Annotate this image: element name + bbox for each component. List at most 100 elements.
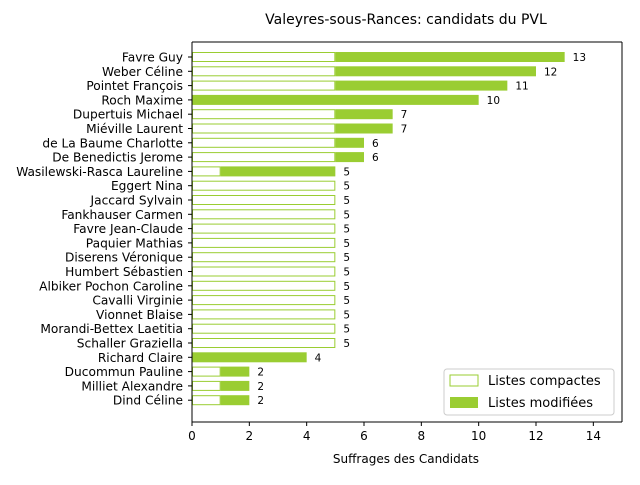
data-label-total: 2	[257, 367, 264, 379]
x-axis-ticks: 0 2 4 6 8 10 12 14	[188, 422, 601, 443]
bar-modified	[335, 66, 536, 77]
bar-compact	[192, 166, 221, 177]
bar-compact	[192, 380, 221, 391]
y-tick-label: Miéville Laurent	[86, 122, 183, 136]
data-label-total: 5	[343, 309, 350, 321]
y-tick-label: Cavalli Virginie	[92, 294, 183, 308]
data-label-total: 5	[343, 166, 350, 178]
y-tick-label: Dind Céline	[113, 394, 183, 408]
bar-compact	[192, 109, 336, 120]
legend-label-modified: Listes modifiées	[488, 396, 593, 411]
bar-modified	[335, 152, 364, 163]
data-label-total: 7	[401, 124, 408, 136]
data-label-total: 6	[372, 152, 379, 164]
bar-compact	[192, 52, 336, 62]
data-label-total: 5	[343, 267, 350, 279]
x-axis-label: Suffrages des Candidats	[333, 452, 479, 466]
axes	[191, 41, 623, 423]
data-label-total: 11	[515, 81, 528, 93]
data-label-total: 13	[573, 52, 586, 64]
y-tick-label: Fankhauser Carmen	[61, 208, 183, 222]
data-label-total: 12	[544, 66, 557, 78]
bar-compact	[192, 309, 336, 320]
bar-modified	[335, 109, 393, 120]
y-tick-label: Schaller Graziella	[77, 337, 183, 351]
legend-swatch-modified	[450, 397, 478, 408]
bar-compact	[192, 266, 336, 277]
bar-compact	[192, 366, 221, 377]
y-tick-label: Richard Claire	[98, 351, 183, 365]
bar-compact	[192, 338, 336, 348]
data-label-total: 6	[372, 138, 379, 150]
bar-compact	[192, 137, 336, 148]
data-labels: 13 12 11 10 7 7 6 6 5 5 5 5 5 5 5 5 5 5 5 5 5 4 2 2 2	[257, 52, 586, 407]
bar-compact	[192, 280, 336, 291]
y-tick-label: Jaccard Sylvain	[90, 194, 183, 208]
legend: Listes compactes Listes modifiées	[443, 368, 615, 416]
data-label-total: 5	[343, 224, 350, 236]
data-label-total: 4	[315, 352, 322, 364]
x-tick-label: 12	[528, 429, 543, 443]
y-tick-label: de La Baume Charlotte	[42, 136, 183, 150]
bar-compact	[192, 123, 336, 134]
bar-modified	[335, 137, 364, 148]
data-label-total: 10	[487, 95, 500, 107]
chart-title: Valeyres-sous-Rances: candidats du PVL	[265, 12, 547, 28]
x-tick-label: 10	[471, 429, 486, 443]
data-label-total: 5	[343, 252, 350, 264]
data-label-total: 5	[343, 338, 350, 350]
data-label-total: 5	[343, 295, 350, 307]
data-label-total: 5	[343, 281, 350, 293]
data-label-total: 2	[257, 381, 264, 393]
legend-frame	[443, 368, 615, 416]
bar-compact	[192, 252, 336, 263]
x-tick-label: 0	[188, 429, 196, 443]
data-label-total: 7	[401, 109, 408, 121]
y-tick-label: Wasilewski-Rasca Laureline	[16, 165, 183, 179]
bar-compact	[192, 223, 336, 234]
data-label-total: 2	[257, 395, 264, 407]
y-tick-label: Vionnet Blaise	[96, 308, 183, 322]
y-tick-label: Eggert Nina	[111, 179, 183, 193]
y-tick-label: Roch Maxime	[101, 93, 183, 107]
bar-modified	[220, 166, 336, 177]
bar-compact	[192, 180, 336, 191]
bar-modified	[220, 366, 250, 377]
bar-compact	[192, 66, 336, 77]
data-label-total: 5	[343, 181, 350, 193]
legend-label-compact: Listes compactes	[488, 374, 601, 389]
bar-modified	[220, 380, 250, 391]
y-tick-label: Ducommun Pauline	[65, 365, 183, 379]
y-tick-label: Pointet François	[86, 79, 183, 93]
bar-compact	[192, 80, 336, 91]
data-label-total: 5	[343, 209, 350, 221]
x-tick-label: 8	[418, 429, 426, 443]
x-tick-label: 4	[303, 429, 311, 443]
legend-swatch-compact	[449, 374, 479, 387]
bar-modified	[335, 80, 508, 91]
bar-compact	[192, 323, 336, 334]
bar-compact	[192, 395, 221, 406]
y-tick-label: Albiker Pochon Caroline	[39, 279, 183, 293]
bars-layer	[192, 52, 565, 406]
bar-compact	[192, 195, 336, 205]
bar-modified	[335, 52, 565, 62]
bar-modified	[192, 352, 307, 363]
data-label-total: 5	[343, 238, 350, 250]
data-label-total: 5	[343, 324, 350, 336]
y-tick-label: Favre Guy	[122, 51, 183, 65]
y-tick-label: Weber Céline	[102, 65, 183, 79]
x-tick-label: 2	[246, 429, 254, 443]
y-tick-label: Favre Jean-Claude	[73, 222, 183, 236]
bar-compact	[192, 295, 336, 306]
bar-compact	[192, 152, 336, 163]
y-tick-label: Morandi-Bettex Laetitia	[40, 322, 183, 336]
bar-compact	[192, 237, 336, 248]
y-tick-label: Paquier Mathias	[86, 236, 183, 250]
y-tick-label: Dupertuis Michael	[73, 108, 183, 122]
bar-modified	[220, 395, 250, 406]
bar-modified	[192, 94, 479, 105]
